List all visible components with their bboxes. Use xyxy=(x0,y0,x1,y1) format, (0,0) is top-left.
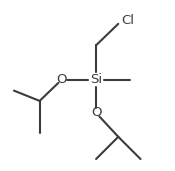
Text: Cl: Cl xyxy=(122,14,135,27)
Text: O: O xyxy=(91,106,101,119)
Text: O: O xyxy=(57,73,67,86)
Text: Si: Si xyxy=(90,73,102,86)
